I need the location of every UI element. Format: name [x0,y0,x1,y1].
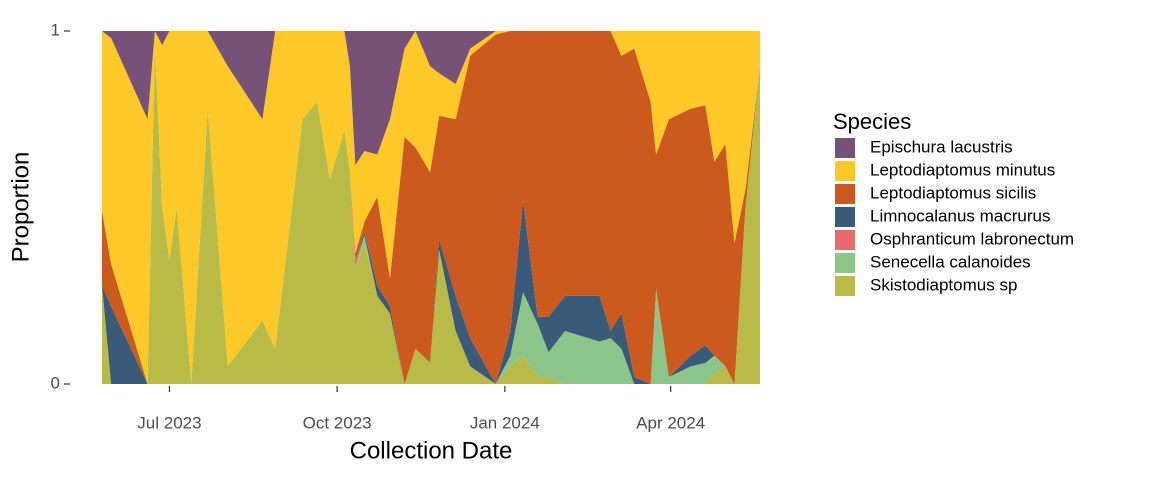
legend-label: Leptodiaptomus minutus [870,160,1055,179]
legend-label: Limnocalanus macrurus [870,206,1050,225]
legend-label: Skistodiaptomus sp [870,275,1017,294]
legend-label: Epischura lacustris [870,137,1013,156]
area [102,45,760,385]
legend-swatch [835,253,855,273]
x-tick-label: Jul 2023 [137,413,201,432]
y-tick-label: 1 [51,20,60,39]
legend-label: Osphranticum labronectum [870,229,1074,248]
area [102,31,760,166]
legend-swatch [835,161,855,181]
area [102,31,760,384]
area [102,45,760,385]
y-axis-title: Proportion [7,152,34,263]
legend-swatch [835,276,855,296]
legend-title: Species [833,109,911,134]
x-tick-label: Oct 2023 [303,413,372,432]
legend-swatch [835,207,855,227]
legend-label: Leptodiaptomus sicilis [870,183,1036,202]
y-tick-label: 0 [51,373,60,392]
x-tick-label: Jan 2024 [470,413,540,432]
legend-label: Senecella calanoides [870,252,1031,271]
legend-swatch [835,138,855,158]
legend-swatch [835,230,855,250]
x-axis-title: Collection Date [350,437,513,464]
area [102,31,760,384]
legend-swatch [835,184,855,204]
x-tick-label: Apr 2024 [636,413,705,432]
